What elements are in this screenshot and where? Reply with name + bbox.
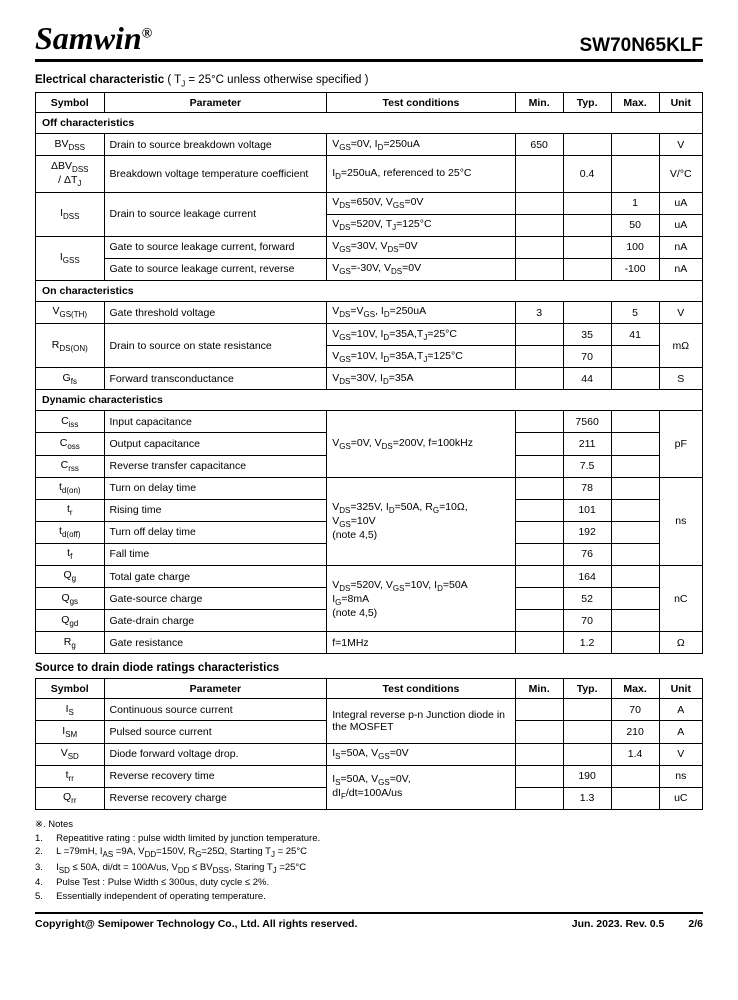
th-typ: Typ. — [563, 93, 611, 113]
table-row: Ciss Input capacitance VGS=0V, VDS=200V,… — [36, 411, 703, 433]
table-row: Qg Total gate charge VDS=520V, VGS=10V, … — [36, 565, 703, 587]
th-unit: Unit — [659, 93, 702, 113]
table-row: Rg Gate resistance f=1MHz 1.2 Ω — [36, 632, 703, 654]
table-row: trr Reverse recovery time IS=50A, VGS=0V… — [36, 765, 703, 787]
notes-section: ※. Notes 1. Repeatitive rating : pulse w… — [35, 818, 703, 904]
th-min: Min. — [515, 93, 563, 113]
group-on: On characteristics — [36, 280, 703, 301]
table-row: Gate to source leakage current, reverse … — [36, 258, 703, 280]
table-row: td(on) Turn on delay time VDS=325V, ID=5… — [36, 477, 703, 499]
th-max: Max. — [611, 93, 659, 113]
group-off: Off characteristics — [36, 113, 703, 134]
th-parameter: Parameter — [104, 93, 327, 113]
logo: Samwin® — [35, 20, 152, 57]
table-row: IS Continuous source current Integral re… — [36, 699, 703, 721]
table-header-row: Symbol Parameter Test conditions Min. Ty… — [36, 93, 703, 113]
table-row: VSD Diode forward voltage drop. IS=50A, … — [36, 743, 703, 765]
table-row: RDS(ON) Drain to source on state resista… — [36, 324, 703, 346]
section-diode-title: Source to drain diode ratings characteri… — [35, 662, 703, 674]
group-dynamic: Dynamic characteristics — [36, 390, 703, 411]
section-electrical-title: Electrical characteristic ( TJ = 25°C un… — [35, 74, 703, 88]
footer-copyright: Copyright@ Semipower Technology Co., Ltd… — [35, 918, 357, 930]
part-number: SW70N65KLF — [579, 35, 703, 57]
electrical-table: Symbol Parameter Test conditions Min. Ty… — [35, 92, 703, 654]
table-header-row: Symbol Parameter Test conditions Min. Ty… — [36, 679, 703, 699]
table-row: ΔBVDSS/ ΔTJ Breakdown voltage temperatur… — [36, 156, 703, 192]
diode-table: Symbol Parameter Test conditions Min. Ty… — [35, 678, 703, 809]
page-footer: Copyright@ Semipower Technology Co., Ltd… — [35, 912, 703, 930]
footer-revision: Jun. 2023. Rev. 0.5 — [572, 918, 665, 930]
table-row: BVDSS Drain to source breakdown voltage … — [36, 134, 703, 156]
table-row: IGSS Gate to source leakage current, for… — [36, 236, 703, 258]
table-row: Gfs Forward transconductance VDS=30V, ID… — [36, 368, 703, 390]
page-header: Samwin® SW70N65KLF — [35, 20, 703, 62]
th-conditions: Test conditions — [327, 93, 515, 113]
th-symbol: Symbol — [36, 93, 105, 113]
table-row: IDSS Drain to source leakage current VDS… — [36, 192, 703, 214]
footer-page: 2/6 — [688, 918, 703, 930]
table-row: VGS(TH) Gate threshold voltage VDS=VGS, … — [36, 301, 703, 323]
